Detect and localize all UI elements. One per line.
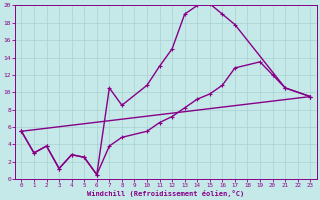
X-axis label: Windchill (Refroidissement éolien,°C): Windchill (Refroidissement éolien,°C) — [87, 190, 244, 197]
